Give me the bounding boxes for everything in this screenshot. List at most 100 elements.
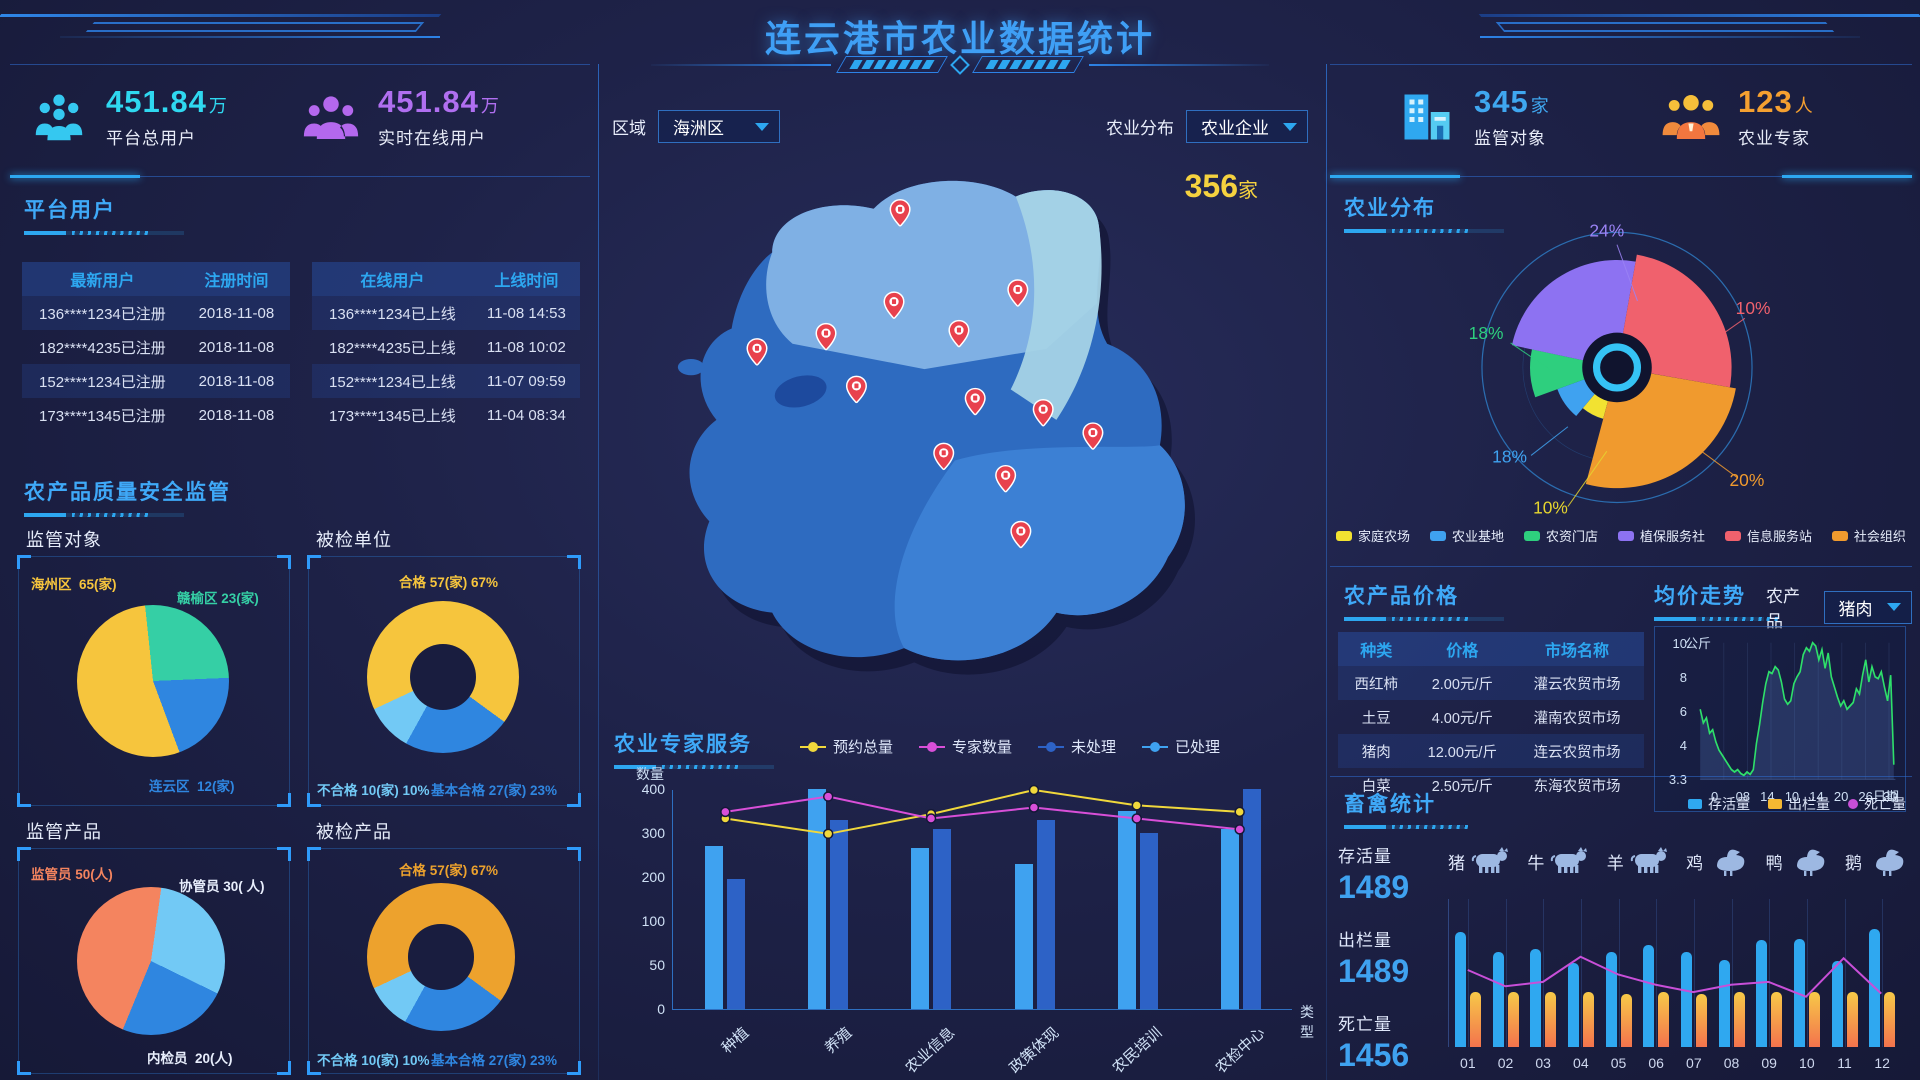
table-row: 白菜 2.50元/斤 东海农贸市场 xyxy=(1361,778,1621,795)
y-axis-tick: 4 xyxy=(1679,738,1687,754)
swatch-icon xyxy=(1831,530,1848,541)
legend-item-农业基地[interactable]: 农业基地 xyxy=(1429,526,1504,545)
header-decoration-left xyxy=(0,6,470,46)
chart-subtitle: 监管对象 xyxy=(26,530,102,550)
experts-stat: 123 人 农业专家 xyxy=(1660,84,1813,149)
duck-icon xyxy=(1789,846,1829,876)
gridline xyxy=(1882,899,1884,1047)
bar-存活量 xyxy=(1756,940,1768,1047)
x-axis-label: 农检中心 xyxy=(1212,1024,1269,1078)
supervise-target-pie xyxy=(77,605,229,757)
pie-label: 内检员 20(人) xyxy=(147,1051,233,1066)
legend-item-农资门店[interactable]: 农资门店 xyxy=(1523,526,1598,545)
price-trend-line-chart xyxy=(1699,641,1896,780)
stat-unit: 万 xyxy=(480,96,499,116)
x-axis-tick: 20 xyxy=(1833,789,1849,804)
legend-item-社会组织[interactable]: 社会组织 xyxy=(1831,526,1906,545)
supervise-target-pie-box: 海州区 65(家) 赣榆区 23(家) 连云区 12(家) xyxy=(17,555,291,807)
sheep-icon xyxy=(1630,846,1670,876)
legend-item-信息服务站[interactable]: 信息服务站 xyxy=(1724,526,1812,545)
legend-item[interactable]: 存活量 xyxy=(1688,794,1750,814)
table-row: 猪肉 12.00元/斤 连云农贸市场 xyxy=(1338,734,1644,768)
x-axis-label: 农民培训 xyxy=(1109,1024,1166,1078)
x-axis-month: 06 xyxy=(1648,1055,1664,1071)
x-axis-tick: 14 xyxy=(1809,789,1824,804)
legend-item[interactable]: 已处理 xyxy=(1142,736,1220,757)
bar-未处理 xyxy=(933,828,952,1009)
map-region-northeast[interactable] xyxy=(1010,190,1102,420)
animal-goose[interactable]: 鹅 xyxy=(1845,846,1908,876)
legend-item[interactable]: 死亡量 xyxy=(1848,794,1906,814)
gridline xyxy=(1505,899,1507,1047)
swatch-icon xyxy=(1523,530,1540,541)
distribution-label: 农业分布 xyxy=(1106,119,1174,138)
map-region-north[interactable] xyxy=(766,180,1101,370)
region-control: 区域 海洲区 xyxy=(612,110,780,143)
cow-icon xyxy=(1550,846,1590,876)
y-axis-title: 数量 xyxy=(636,766,664,782)
enterprise-count-badge: 356家 xyxy=(1184,168,1258,204)
gridline xyxy=(1580,899,1582,1047)
section-title-expert-service: 农业专家服务 xyxy=(614,728,774,769)
svg-text:18%: 18% xyxy=(1469,323,1504,343)
swatch-icon xyxy=(1617,530,1634,541)
gridline xyxy=(1693,899,1695,1047)
svg-text:10%: 10% xyxy=(1736,298,1771,318)
stat-value: 123 xyxy=(1738,84,1793,119)
users-icon xyxy=(35,94,83,140)
bar-存活量 xyxy=(1643,944,1655,1047)
legend-item-家庭农场[interactable]: 家庭农场 xyxy=(1336,526,1410,545)
map-region-southeast[interactable] xyxy=(894,445,1185,661)
stat-unit: 万 xyxy=(208,96,227,116)
legend-item[interactable]: 未处理 xyxy=(1038,736,1116,757)
animal-pig[interactable]: 猪 xyxy=(1448,846,1511,876)
stat-label: 实时在线用户 xyxy=(378,129,486,148)
table-row: 西红柿 2.00元/斤 灌云农贸市场 xyxy=(1338,666,1644,700)
animal-cow[interactable]: 牛 xyxy=(1527,846,1590,876)
bar-未处理 xyxy=(1140,833,1158,1009)
animal-chicken[interactable]: 鸡 xyxy=(1686,846,1749,876)
x-axis-tick: 26 xyxy=(1858,789,1873,804)
bar-出栏量 xyxy=(1846,992,1858,1047)
supervise-product-pie xyxy=(77,887,225,1035)
chevron-down-icon xyxy=(1283,122,1297,131)
distribution-select[interactable]: 农业企业 xyxy=(1186,110,1308,143)
product-select[interactable]: 猪肉 xyxy=(1823,590,1912,624)
region-select[interactable]: 海洲区 xyxy=(658,110,780,143)
checked-product-donut xyxy=(367,883,515,1031)
pie-label: 基本合格 27(家) 23% xyxy=(431,783,558,798)
bar-未处理 xyxy=(830,819,848,1009)
y-axis-tick: 400 xyxy=(641,781,665,797)
stat-value: 345 xyxy=(1474,84,1529,119)
online-users-icon xyxy=(303,95,359,139)
legend-item[interactable]: 出栏量 xyxy=(1768,794,1830,814)
legend-item-植保服务社[interactable]: 植保服务社 xyxy=(1617,526,1705,545)
bar-出栏量 xyxy=(1620,993,1632,1047)
region-label: 区域 xyxy=(612,119,646,138)
y-axis-tick: 3.3 xyxy=(1668,772,1687,788)
divider-left xyxy=(598,64,599,1080)
bar-存活量 xyxy=(1680,952,1692,1047)
gridline xyxy=(1769,899,1771,1047)
legend-item[interactable]: 专家数量 xyxy=(919,736,1012,757)
line-dot-icon xyxy=(919,741,946,752)
bar-存活量 xyxy=(1567,962,1579,1047)
bar-出栏量 xyxy=(1695,993,1707,1047)
svg-text:18%: 18% xyxy=(1492,447,1527,467)
center-panel: 区域 海洲区 农业分布 农业企业 356家 xyxy=(600,64,1324,1080)
chart-subtitle: 监管产品 xyxy=(26,822,102,842)
animal-sheep[interactable]: 羊 xyxy=(1607,846,1670,876)
legend-item[interactable]: 预约总量 xyxy=(800,736,893,757)
x-axis-month: 07 xyxy=(1686,1055,1702,1071)
rose-slice-农资门店[interactable] xyxy=(1530,349,1617,398)
y-axis-tick: 10 xyxy=(1672,635,1687,651)
bar-出栏量 xyxy=(1469,992,1481,1047)
rose-legend: 家庭农场 农业基地 农资门店 植保服务社 信息服务站 社会组织 xyxy=(1336,526,1906,545)
table-row: 136****1234已上线 11-08 14:53 xyxy=(312,296,580,330)
pie-label: 协管员 30( 人) xyxy=(179,879,265,894)
x-axis-month: 11 xyxy=(1837,1055,1852,1071)
animal-duck[interactable]: 鸭 xyxy=(1766,846,1829,876)
divider xyxy=(1330,566,1912,567)
svg-text:20%: 20% xyxy=(1730,470,1765,490)
